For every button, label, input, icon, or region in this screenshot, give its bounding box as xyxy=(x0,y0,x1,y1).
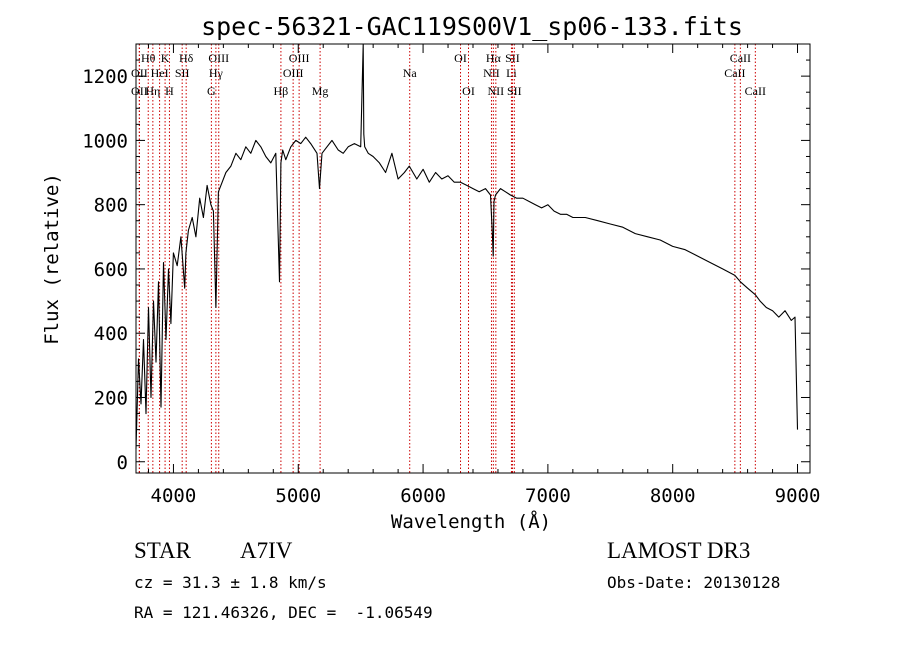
line-label: SII xyxy=(175,66,190,80)
x-tick-label: 5000 xyxy=(275,485,321,507)
x-tick-label: 8000 xyxy=(650,485,696,507)
y-tick-label: 200 xyxy=(94,387,128,409)
x-axis-label: Wavelength (Å) xyxy=(391,510,551,533)
y-tick-label: 1000 xyxy=(82,130,128,152)
line-label: OI xyxy=(454,51,467,65)
line-label: Hβ xyxy=(274,84,289,98)
line-label: NII xyxy=(483,66,500,80)
line-label: Hη xyxy=(145,84,160,98)
spectrum-line xyxy=(135,43,799,449)
observation-date: Obs-Date: 20130128 xyxy=(607,573,781,592)
line-label: Hθ xyxy=(141,51,156,65)
line-label: K xyxy=(161,51,170,65)
y-tick-label: 400 xyxy=(94,323,128,345)
line-label: Mg xyxy=(312,84,329,98)
line-label: OII xyxy=(131,84,148,98)
line-marker-layer: HθOIIOIIHηHeIKHSIIHδGHγOIIIHβOIIIOIIIMgN… xyxy=(131,44,766,473)
line-label: NII xyxy=(488,84,505,98)
y-axis-label: Flux (relative) xyxy=(41,173,63,345)
line-label: Na xyxy=(403,66,418,80)
x-tick-label: 4000 xyxy=(151,485,197,507)
line-label: Li xyxy=(506,66,517,80)
line-label: CaII xyxy=(730,51,751,65)
line-label: SII xyxy=(507,84,522,98)
line-label: SII xyxy=(505,51,520,65)
line-label: CaII xyxy=(745,84,766,98)
line-label: OI xyxy=(462,84,475,98)
line-label: OIII xyxy=(289,51,310,65)
y-tick-label: 0 xyxy=(117,452,128,474)
line-label: H xyxy=(165,84,174,98)
redshift-velocity: cz = 31.3 ± 1.8 km/s xyxy=(134,573,327,592)
plot-frame xyxy=(135,43,811,474)
line-label: Hδ xyxy=(179,51,194,65)
line-label: Hα xyxy=(486,51,502,65)
x-tick-label: 9000 xyxy=(775,485,821,507)
line-label: OIII xyxy=(208,51,229,65)
object-class: STAR xyxy=(134,538,191,563)
y-tick-label: 1200 xyxy=(82,66,128,88)
y-tick-label: 600 xyxy=(94,259,128,281)
line-label: CaII xyxy=(724,66,745,80)
spectral-subclass: A7IV xyxy=(240,538,293,563)
line-label: HeI xyxy=(151,66,169,80)
chart-title: spec-56321-GAC119S00V1_sp06-133.fits xyxy=(201,12,743,41)
line-label: Hγ xyxy=(209,66,224,80)
x-tick-label: 7000 xyxy=(525,485,571,507)
sky-coordinates: RA = 121.46326, DEC = -1.06549 xyxy=(134,603,433,622)
survey-name: LAMOST DR3 xyxy=(607,538,751,563)
axes: 4000 5000 6000 7000 8000 9000 0 200 400 600 800 100… xyxy=(82,43,821,507)
line-label: G xyxy=(207,84,216,98)
y-tick-label: 800 xyxy=(94,195,128,217)
x-tick-label: 6000 xyxy=(400,485,446,507)
line-label: OIII xyxy=(283,66,304,80)
